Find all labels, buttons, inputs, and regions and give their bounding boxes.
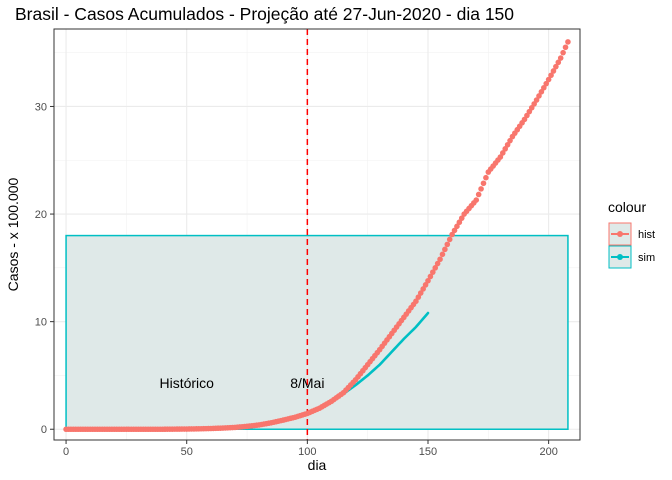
hist-point [553,63,559,70]
hist-point [422,282,429,288]
hist-point [415,294,422,300]
hist-point [497,154,504,160]
hist-point [475,191,482,198]
hist-point [420,286,426,292]
hist-point [533,97,540,103]
hist-point [480,180,487,187]
hist-point [434,260,441,267]
historic-rect-layer [65,234,569,430]
x-tick-label: 150 [419,446,437,458]
hist-point [555,59,562,66]
hist-point [499,150,506,156]
legend-label-sim: sim [638,252,655,264]
hist-point [456,219,463,226]
legend-entry-sim: sim [608,245,655,269]
y-axis-title: Casos - x 100.000 [5,177,21,291]
hist-point [439,251,446,258]
plot-border [53,28,581,441]
hist-point [425,277,431,284]
y-tick-label: 10 [35,317,47,329]
hist-series-layer [63,39,571,433]
x-tick-label: 0 [63,446,69,458]
hist-point [427,273,434,280]
hist-point [507,137,513,144]
hist-point [451,227,458,234]
hist-point [473,197,480,203]
hist-point [541,84,547,91]
hist-point [550,68,557,74]
hist-point [432,265,439,271]
legend-key-hist-point [617,231,623,237]
legend-key-sim-point [617,254,623,260]
legend-title: colour [608,199,646,215]
hist-point [543,80,550,87]
legend-entry-hist: hist [608,222,655,246]
annotation-label: Histórico [159,375,214,391]
hist-point [444,241,451,248]
hist-point [417,290,424,296]
y-tick-label: 20 [35,209,47,221]
y-tick-label: 30 [35,101,47,113]
legend-label-hist: hist [638,229,655,241]
y-axis-ticks: 0 10 20 30 [35,101,54,436]
hist-point [562,44,569,51]
hist-point [454,223,460,230]
x-axis-ticks: 0 50 100 150 200 [63,440,558,458]
hist-point [560,49,566,56]
hist-point [413,298,419,305]
annotation-layer: Histórico 8/Mai [159,375,324,391]
hist-point [437,256,443,263]
hist-point [483,174,489,181]
annotation-label: 8/Mai [290,375,324,391]
hist-point [446,236,453,243]
hist-point [430,269,436,275]
historic-rect [65,234,569,430]
hist-point [548,72,554,79]
x-tick-label: 50 [181,446,193,458]
x-tick-label: 200 [539,446,557,458]
hist-point [442,246,448,253]
hist-point [502,146,509,152]
chart-title: Brasil - Casos Acumulados - Projeção até… [15,4,515,24]
hist-point [545,76,552,83]
hist-point [458,215,465,221]
hist-point [557,55,564,61]
y-tick-label: 0 [41,424,47,436]
hist-point [478,186,484,192]
x-tick-label: 100 [298,446,316,458]
hist-point [449,231,455,238]
hist-point [536,93,542,99]
hist-point [504,141,511,148]
hist-point [565,39,571,45]
hist-point [538,89,545,95]
legend: colour hist sim [608,199,655,269]
x-axis-title: dia [308,457,327,473]
